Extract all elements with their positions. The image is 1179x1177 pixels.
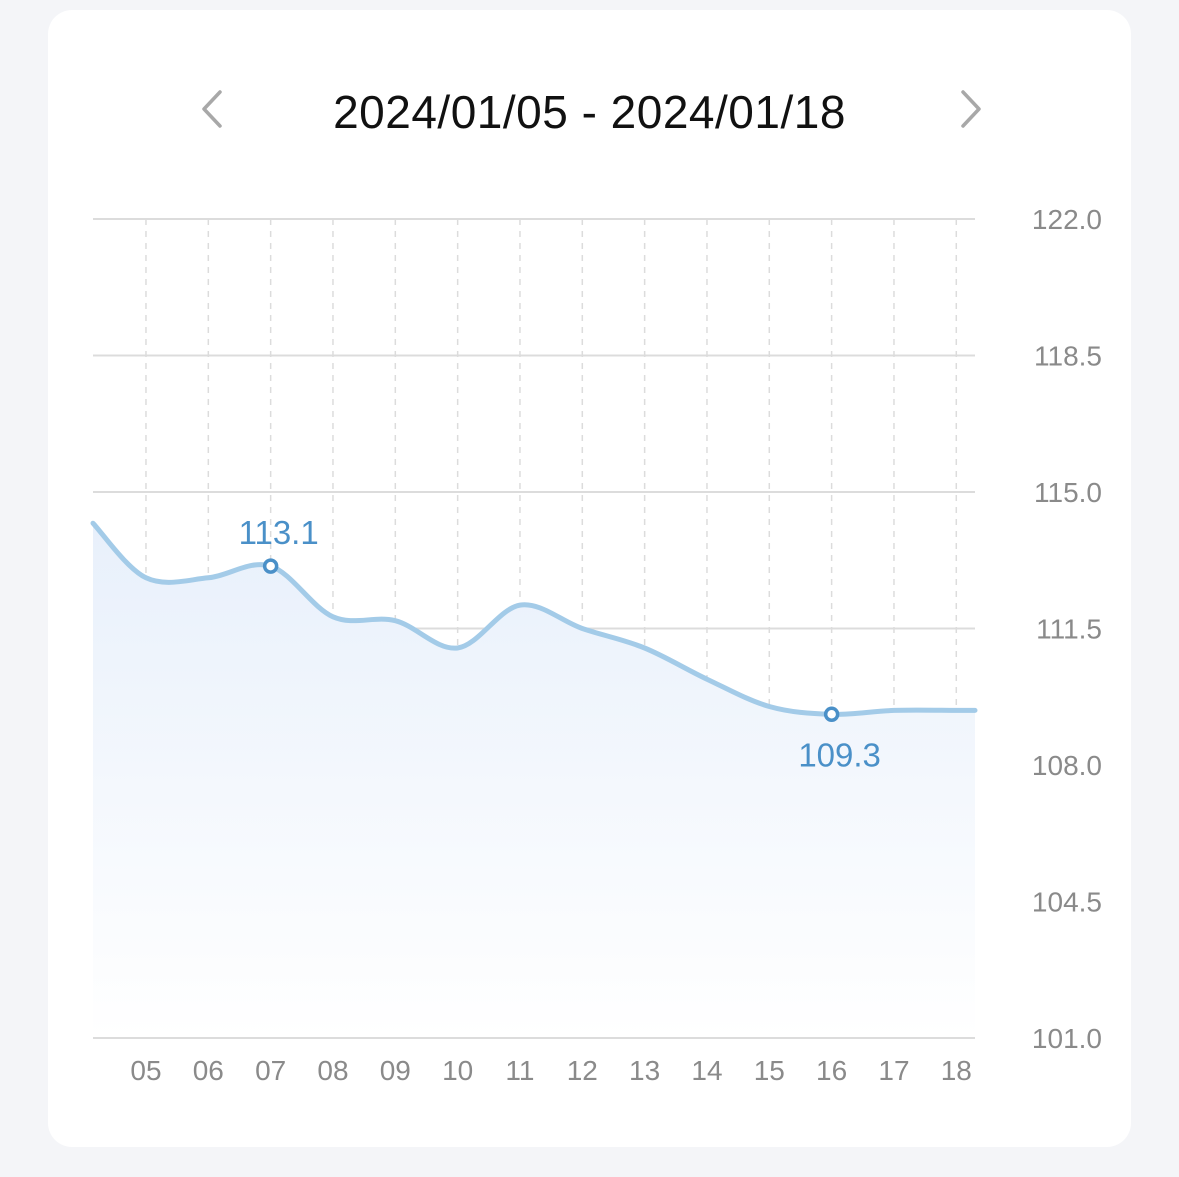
date-range-header: 2024/01/05 - 2024/01/18 [48, 68, 1131, 156]
data-point [143, 575, 149, 581]
data-point [330, 614, 336, 620]
date-range-title: 2024/01/05 - 2024/01/18 [333, 86, 846, 138]
x-tick-label: 18 [941, 1055, 972, 1086]
x-tick-label: 07 [255, 1055, 286, 1086]
x-axis-labels: 05 06 07 08 09 10 11 12 13 14 15 16 17 18 [130, 1055, 971, 1086]
data-point [205, 575, 211, 581]
x-tick-label: 15 [754, 1055, 785, 1086]
series-area [93, 523, 975, 1038]
highlight-marker [823, 706, 840, 723]
y-tick-label: 104.5 [1032, 887, 1102, 918]
x-tick-label: 13 [629, 1055, 660, 1086]
highlight-label: 113.1 [239, 514, 319, 551]
y-tick-label: 101.0 [1032, 1023, 1102, 1054]
x-tick-label: 16 [816, 1055, 847, 1086]
data-point [704, 676, 710, 682]
data-point [642, 645, 648, 651]
x-tick-label: 10 [442, 1055, 473, 1086]
y-tick-label: 118.5 [1034, 341, 1102, 372]
next-period-button[interactable] [941, 78, 1001, 138]
data-point [517, 602, 523, 608]
chevron-left-icon [202, 90, 222, 128]
data-point [891, 707, 897, 713]
x-tick-label: 11 [505, 1055, 534, 1086]
series-line [90, 520, 978, 717]
data-point [392, 618, 398, 624]
highlight-marker [262, 558, 279, 574]
y-tick-label: 111.5 [1036, 614, 1102, 645]
x-tick-label: 05 [130, 1055, 161, 1086]
x-tick-label: 08 [317, 1055, 348, 1086]
x-tick-label: 06 [193, 1055, 224, 1086]
previous-period-button[interactable] [182, 78, 242, 138]
data-point [579, 626, 585, 632]
y-tick-label: 115.0 [1034, 477, 1102, 508]
y-tick-label: 108.0 [1032, 750, 1102, 781]
x-tick-label: 14 [691, 1055, 722, 1086]
x-tick-label: 09 [380, 1055, 411, 1086]
highlight-label: 109.3 [798, 736, 881, 773]
x-tick-label: 17 [878, 1055, 909, 1086]
chart-card: 2024/01/05 - 2024/01/18 122.0 118.5 115.0 1… [48, 10, 1131, 1147]
data-point [953, 707, 959, 713]
x-tick-label: 12 [567, 1055, 598, 1086]
chevron-right-icon [961, 90, 981, 128]
y-tick-label: 122.0 [1032, 204, 1102, 235]
data-point [455, 645, 461, 651]
data-point [766, 704, 772, 710]
